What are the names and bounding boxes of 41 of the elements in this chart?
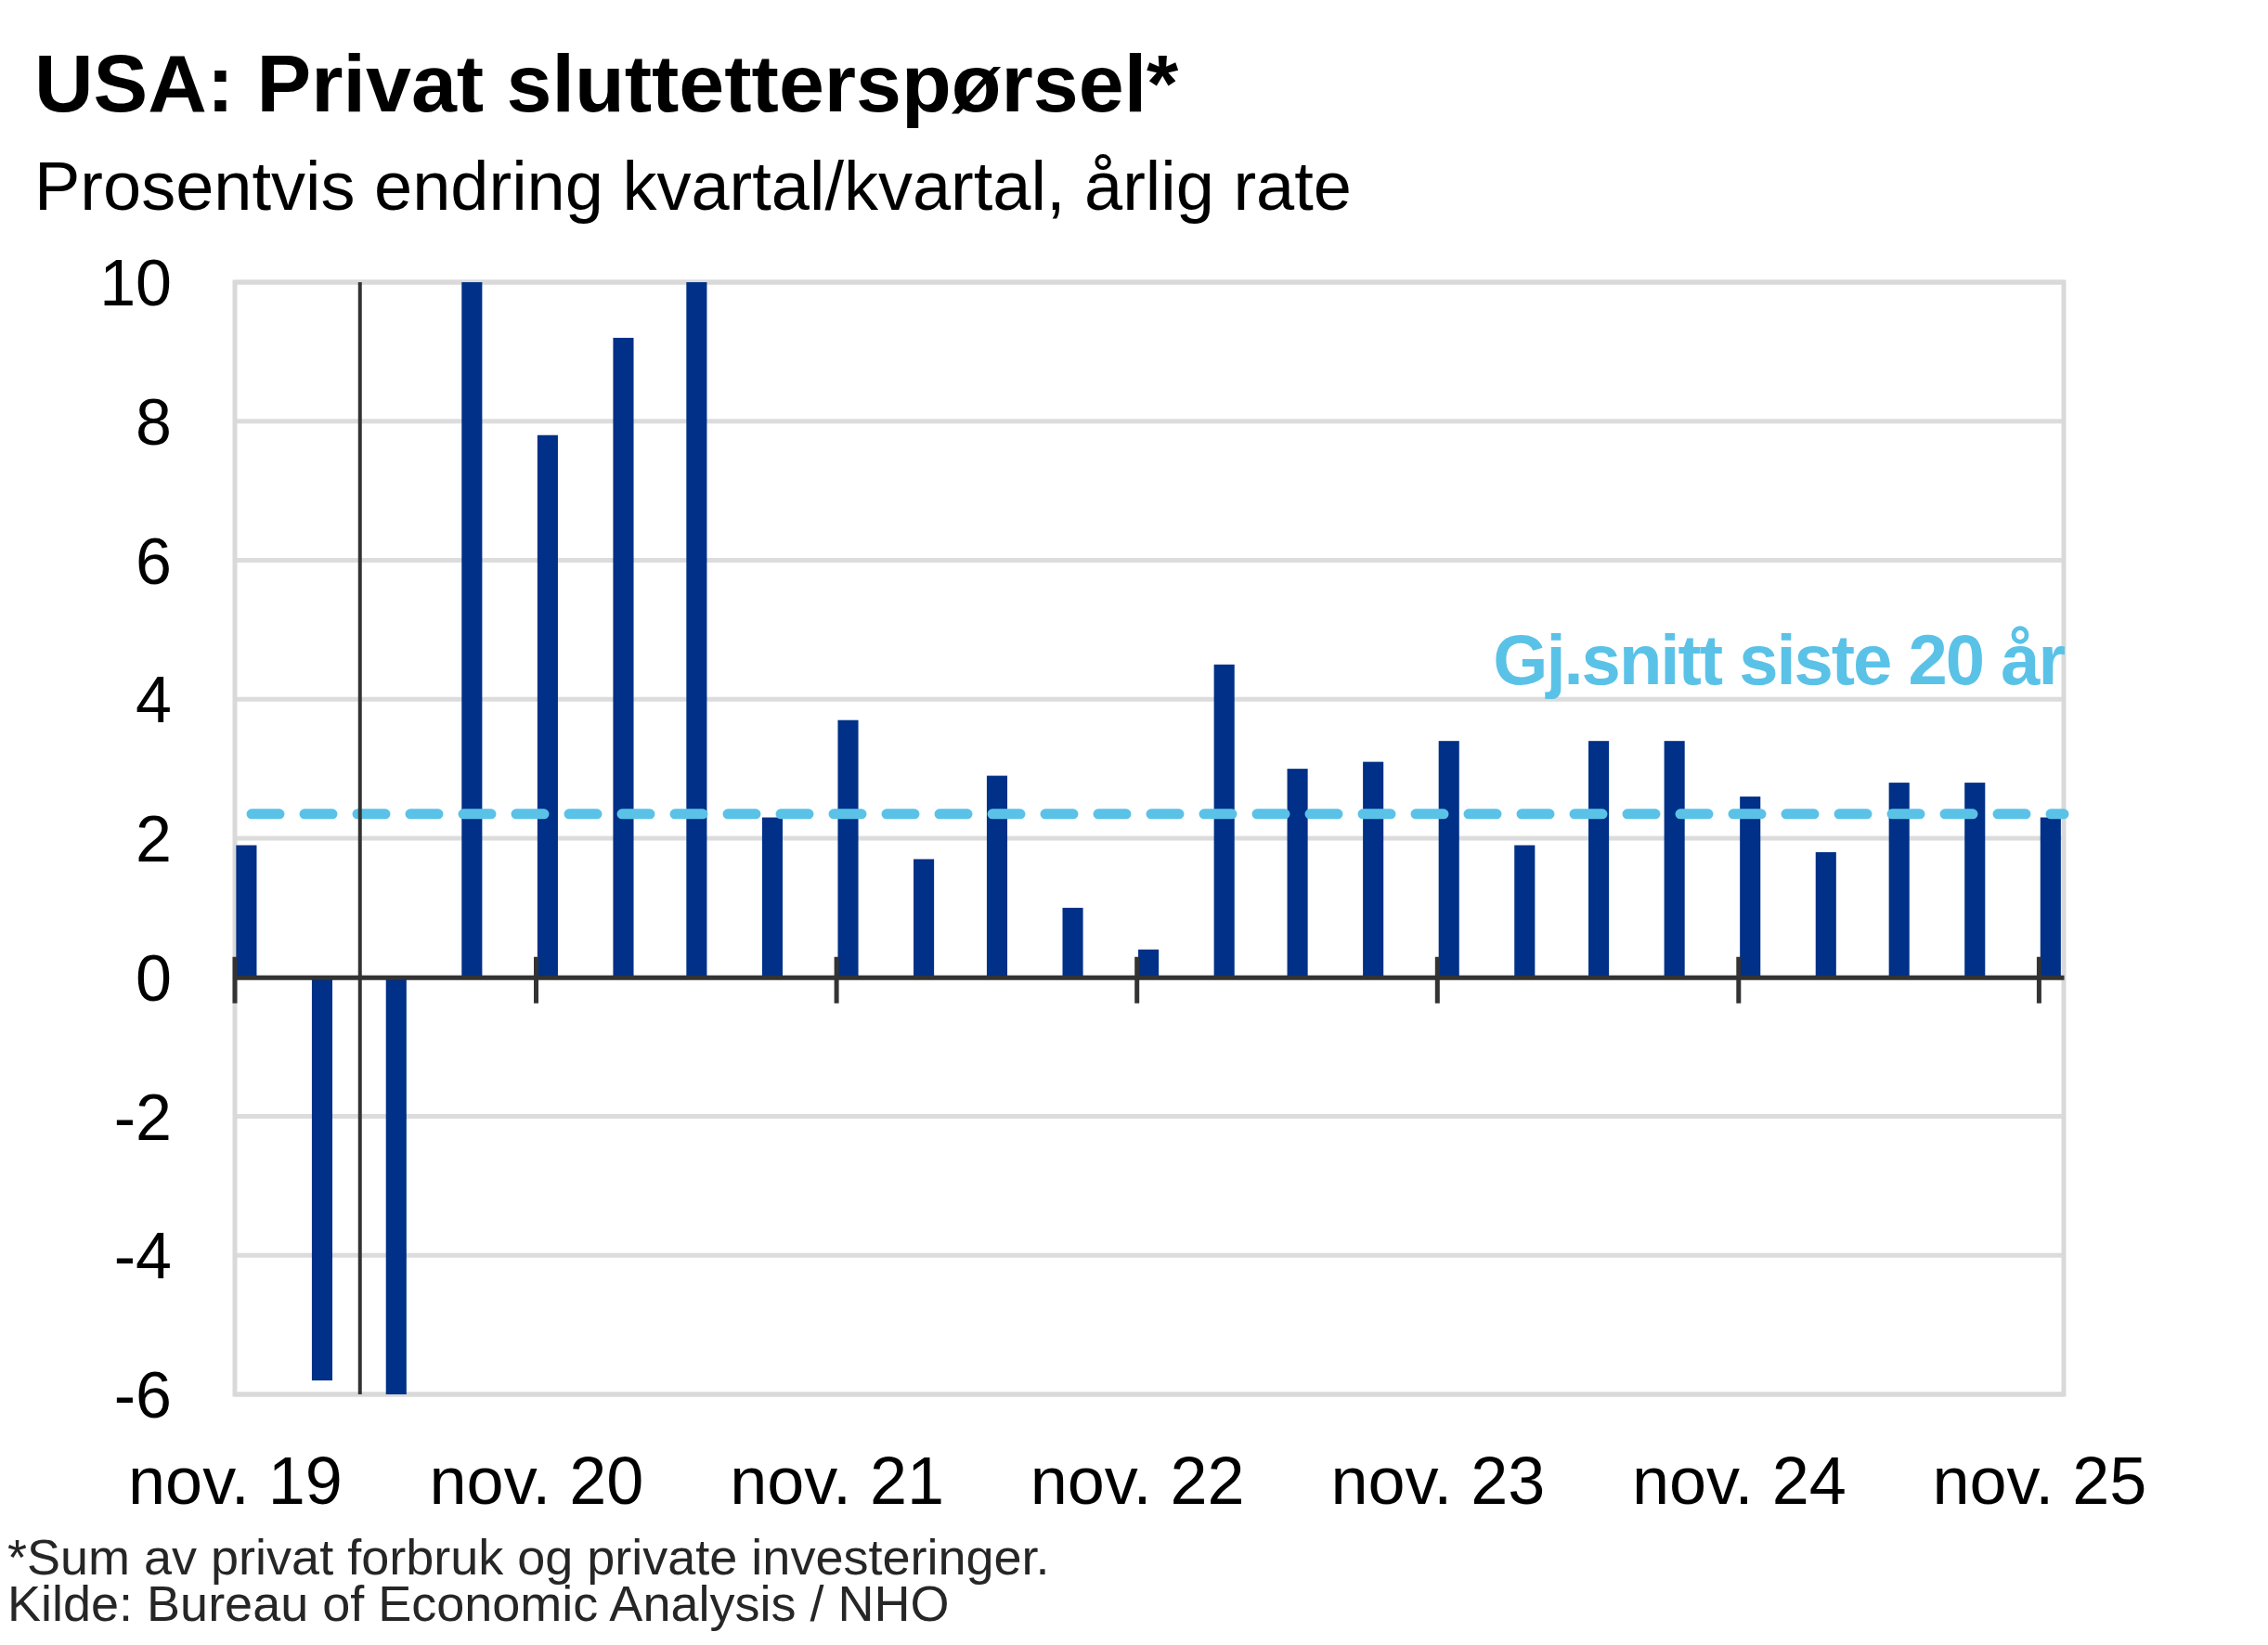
y-tick-label: 4	[136, 664, 172, 737]
chart-subtitle: Prosentvis endring kvartal/kvartal, årlig rate	[34, 148, 1352, 225]
x-tick-label: nov. 24	[1631, 1444, 1847, 1518]
x-tick-label: nov. 23	[1330, 1444, 1546, 1518]
y-tick-label: -6	[113, 1359, 172, 1432]
bar	[1964, 783, 1986, 978]
bar	[1287, 769, 1308, 978]
bar	[1815, 851, 1836, 978]
bar	[986, 775, 1008, 978]
x-tick-label: nov. 19	[128, 1444, 343, 1518]
bar	[2040, 817, 2061, 978]
bar	[236, 845, 257, 978]
bar	[1363, 761, 1384, 978]
bar	[613, 337, 634, 978]
bar	[1664, 741, 1685, 978]
bar	[1213, 664, 1235, 978]
bar	[1062, 907, 1083, 978]
y-tick-label: 10	[99, 247, 172, 320]
y-tick-label: -4	[113, 1220, 172, 1293]
bar	[914, 859, 935, 978]
x-tick-label: nov. 25	[1932, 1444, 2147, 1518]
y-tick-label: 6	[136, 525, 172, 598]
bar	[1438, 741, 1459, 978]
bar	[1888, 783, 1910, 978]
x-tick-label: nov. 20	[429, 1444, 644, 1518]
bar	[837, 719, 859, 978]
y-tick-label: 8	[136, 385, 172, 459]
bar	[686, 282, 707, 978]
y-tick-label: 2	[136, 803, 172, 876]
bar	[1588, 741, 1610, 978]
bar	[537, 434, 558, 978]
x-tick-label: nov. 21	[730, 1444, 945, 1518]
bar	[761, 817, 783, 978]
bar	[1740, 797, 1761, 978]
chart-title: USA: Privat sluttetterspørsel*	[34, 37, 1180, 129]
bar	[1514, 845, 1536, 978]
bar	[461, 282, 483, 978]
ref-line-label: Gj.snitt siste 20 år	[1493, 619, 2066, 699]
x-tick-label: nov. 22	[1030, 1444, 1245, 1518]
y-tick-label: 0	[136, 941, 172, 1015]
y-tick-label: -2	[113, 1081, 172, 1154]
